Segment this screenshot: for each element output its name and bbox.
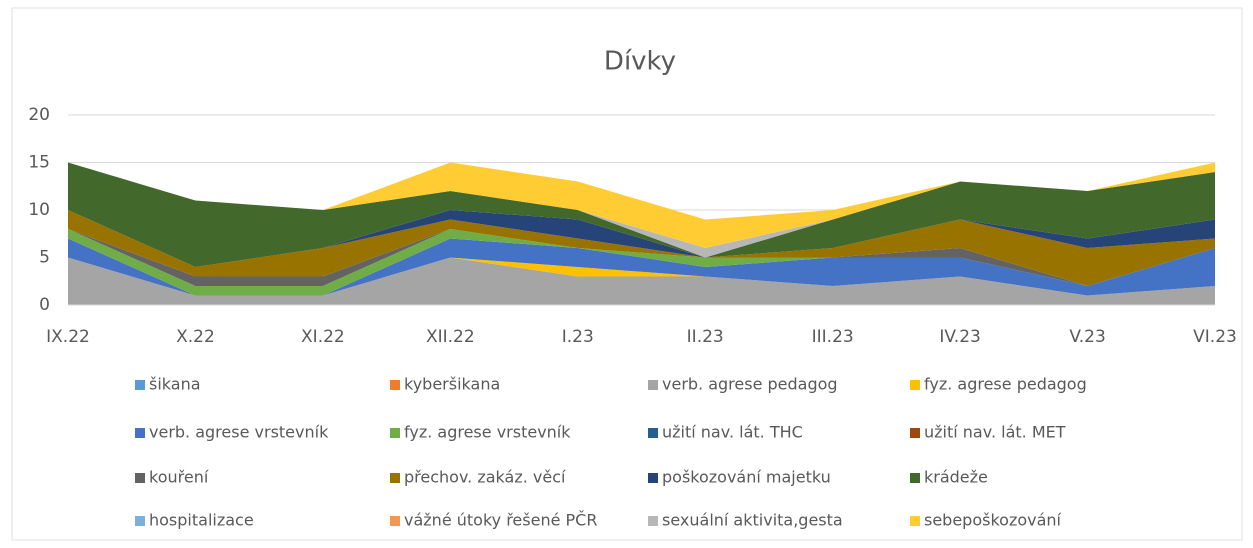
- y-tick-label: 15: [28, 153, 50, 173]
- y-tick-label: 5: [39, 248, 50, 268]
- y-tick-label: 10: [28, 200, 50, 220]
- area: [68, 257, 1215, 296]
- legend-swatch: [135, 473, 145, 483]
- x-tick-label: V.23: [1069, 327, 1105, 347]
- legend-swatch: [648, 428, 658, 438]
- legend-label: užití nav. lát. THC: [662, 423, 803, 442]
- x-tick-label: I.23: [562, 327, 594, 347]
- y-tick-label: 20: [28, 105, 50, 125]
- x-tick-label: IX.22: [46, 327, 90, 347]
- legend-swatch: [390, 473, 400, 483]
- legend-label: krádeže: [924, 468, 988, 487]
- legend-swatch: [910, 516, 920, 526]
- legend-swatch: [135, 516, 145, 526]
- legend-label: fyz. agrese pedagog: [924, 375, 1087, 394]
- legend-label: přechov. zakáz. věcí: [404, 468, 566, 487]
- legend-label: sebepoškozování: [924, 511, 1062, 530]
- y-tick-label: 0: [39, 295, 50, 315]
- legend-swatch: [390, 380, 400, 390]
- x-tick-label: VI.23: [1193, 327, 1237, 347]
- legend-swatch: [648, 473, 658, 483]
- x-tick-label: XII.22: [426, 327, 475, 347]
- legend-swatch: [910, 428, 920, 438]
- legend-swatch: [910, 473, 920, 483]
- area: [68, 257, 1215, 305]
- legend-swatch: [135, 380, 145, 390]
- legend-label: verb. agrese pedagog: [662, 375, 838, 394]
- x-tick-label: II.23: [687, 327, 724, 347]
- legend-swatch: [648, 516, 658, 526]
- area: [68, 229, 1215, 296]
- x-tick-label: IV.23: [939, 327, 981, 347]
- legend-label: sexuální aktivita,gesta: [662, 511, 843, 530]
- legend-label: hospitalizace: [149, 511, 254, 530]
- legend-label: fyz. agrese vrstevník: [404, 423, 571, 442]
- x-tick-label: X.22: [176, 327, 215, 347]
- area: [68, 162, 1215, 267]
- legend-label: šikana: [149, 375, 201, 394]
- legend-label: užití nav. lát. MET: [924, 423, 1066, 442]
- legend-swatch: [390, 428, 400, 438]
- legend-swatch: [135, 428, 145, 438]
- legend-label: verb. agrese vrstevník: [149, 423, 329, 442]
- legend-swatch: [648, 380, 658, 390]
- x-tick-label: XI.22: [301, 327, 345, 347]
- legend-label: kyberšikana: [404, 375, 500, 394]
- x-tick-label: III.23: [812, 327, 854, 347]
- legend-label: vážné útoky řešené PČR: [404, 511, 597, 530]
- legend-swatch: [390, 516, 400, 526]
- legend-swatch: [910, 380, 920, 390]
- area: [68, 229, 1215, 286]
- legend-label: kouření: [149, 468, 209, 487]
- chart-title: Dívky: [604, 47, 676, 77]
- area: [68, 162, 1215, 248]
- legend-label: poškozování majetku: [662, 468, 831, 487]
